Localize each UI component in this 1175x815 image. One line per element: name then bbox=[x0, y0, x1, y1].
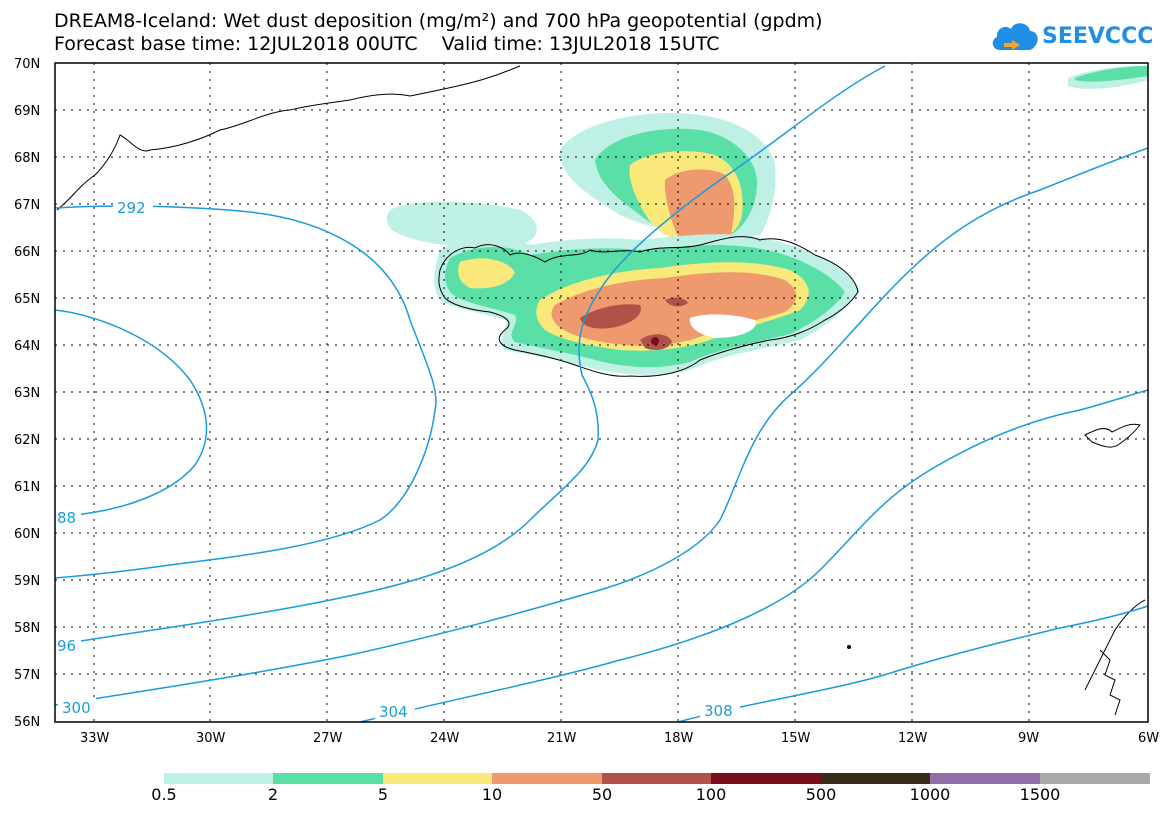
dust-deposition-field bbox=[386, 65, 1148, 375]
contour-label-292: 292 bbox=[117, 199, 146, 217]
map-subtitle: Forecast base time: 12JUL2018 00UTC Vali… bbox=[54, 33, 720, 55]
contour-label-308: 308 bbox=[704, 702, 733, 720]
colorbar-label: 50 bbox=[591, 785, 613, 804]
lat-axis: 70N 69N 68N 67N 66N 65N 64N 63N 62N 61N … bbox=[14, 57, 40, 730]
lon-label: 18W bbox=[664, 731, 694, 746]
lat-label: 70N bbox=[14, 57, 40, 72]
lon-label: 27W bbox=[313, 731, 343, 746]
lat-label: 67N bbox=[14, 198, 40, 213]
logo-text: SEEVCCC bbox=[1042, 24, 1154, 49]
lon-label: 15W bbox=[781, 731, 811, 746]
lat-label: 68N bbox=[14, 151, 40, 166]
colorbar-swatch bbox=[383, 773, 492, 784]
colorbar-label: 10 bbox=[481, 785, 503, 804]
lat-label: 62N bbox=[14, 433, 40, 448]
contour-labels: 292 88 96 300 304 308 bbox=[55, 198, 740, 721]
coastline bbox=[56, 65, 1146, 716]
colorbar-label: 1500 bbox=[1019, 785, 1061, 804]
lat-label: 61N bbox=[14, 480, 40, 495]
contour-292 bbox=[54, 205, 437, 579]
seevccc-logo: SEEVCCC bbox=[990, 18, 1154, 58]
contour-296 bbox=[54, 65, 886, 646]
lon-label: 12W bbox=[898, 731, 928, 746]
colorbar-swatch bbox=[1040, 773, 1150, 784]
colorbar-swatch bbox=[164, 773, 273, 784]
colorbar-swatch bbox=[492, 773, 602, 784]
contour-304 bbox=[359, 389, 1149, 723]
colorbar-swatch bbox=[821, 773, 930, 784]
map-title: DREAM8-Iceland: Wet dust deposition (mg/… bbox=[54, 10, 823, 32]
lat-label: 60N bbox=[14, 527, 40, 542]
lon-label: 24W bbox=[430, 731, 460, 746]
contour-label-300: 300 bbox=[62, 699, 91, 717]
map-grid bbox=[55, 63, 1148, 722]
lon-label: 21W bbox=[547, 731, 577, 746]
contour-300 bbox=[54, 147, 1149, 706]
contour-label-288: 88 bbox=[57, 509, 76, 527]
lat-label: 64N bbox=[14, 339, 40, 354]
colorbar-label: 1000 bbox=[909, 785, 951, 804]
colorbar-label: 5 bbox=[377, 785, 389, 804]
lon-axis: 33W 30W 27W 24W 21W 18W 15W 12W 9W 6W bbox=[80, 731, 1159, 746]
lon-label: 33W bbox=[80, 731, 110, 746]
geopotential-contours bbox=[54, 65, 1149, 723]
lat-label: 69N bbox=[14, 104, 40, 119]
colorbar-label: 500 bbox=[805, 785, 837, 804]
colorbar-label: 2 bbox=[267, 785, 279, 804]
contour-308 bbox=[677, 605, 1149, 723]
lon-label: 9W bbox=[1018, 731, 1039, 746]
lat-label: 56N bbox=[14, 715, 40, 730]
cloud-icon bbox=[992, 23, 1038, 50]
lat-label: 59N bbox=[14, 574, 40, 589]
lat-label: 57N bbox=[14, 668, 40, 683]
lon-label: 6W bbox=[1138, 731, 1159, 746]
lat-label: 65N bbox=[14, 292, 40, 307]
colorbar-swatch bbox=[930, 773, 1040, 784]
lon-label: 30W bbox=[196, 731, 226, 746]
colorbar-swatch bbox=[711, 773, 821, 784]
contour-288 bbox=[54, 309, 208, 519]
colorbar-label: 0.5 bbox=[151, 785, 177, 804]
contour-label-304: 304 bbox=[379, 703, 408, 721]
lat-label: 66N bbox=[14, 245, 40, 260]
contour-label-296: 96 bbox=[57, 637, 76, 655]
lat-label: 58N bbox=[14, 621, 40, 636]
colorbar-swatch bbox=[602, 773, 711, 784]
lat-label: 63N bbox=[14, 386, 40, 401]
colorbar-label: 100 bbox=[695, 785, 727, 804]
map-frame bbox=[54, 62, 1149, 723]
colorbar-swatch bbox=[273, 773, 383, 784]
